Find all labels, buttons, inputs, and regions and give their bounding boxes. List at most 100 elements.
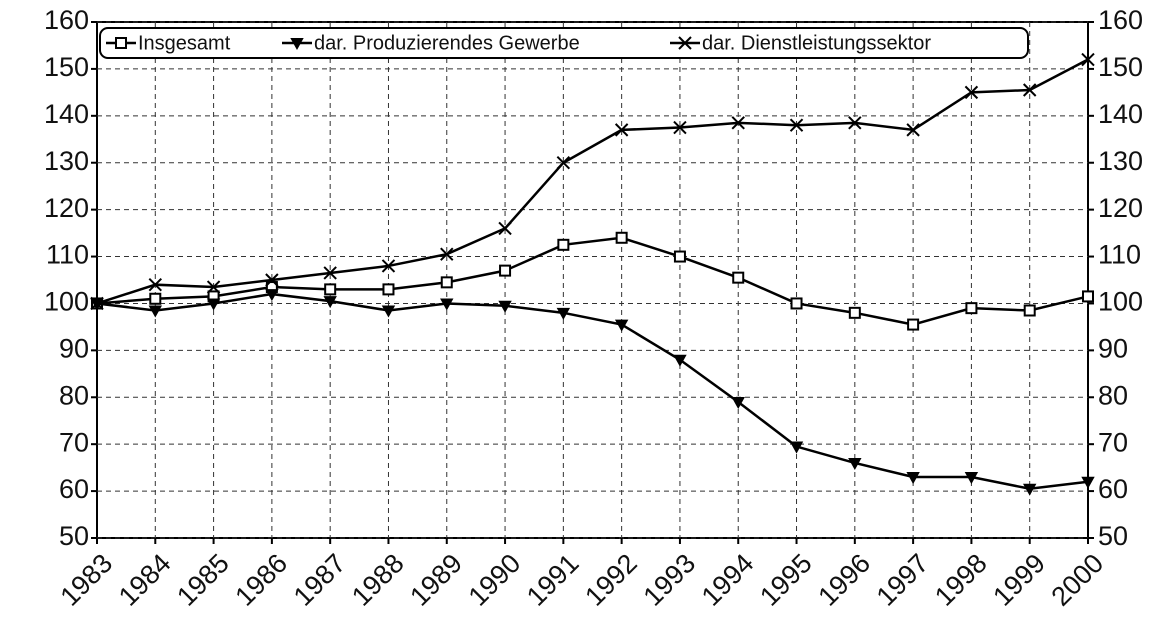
marker [848, 306, 861, 319]
legend-label: Insgesamt [138, 32, 231, 54]
legend-box [99, 27, 1029, 59]
marker [964, 85, 979, 100]
x-tick-label: 1994 [696, 548, 760, 612]
x-tick-label: 1993 [638, 548, 702, 612]
marker [731, 116, 745, 130]
marker [290, 38, 304, 51]
marker [148, 305, 162, 318]
marker [906, 123, 920, 137]
marker [615, 231, 628, 244]
marker [499, 264, 512, 277]
marker [206, 280, 221, 294]
marker [673, 354, 687, 367]
y-tick-label: 160 [44, 5, 89, 35]
x-tick-label: 1997 [871, 548, 935, 612]
marker [965, 302, 978, 315]
x-tick-label: 1983 [55, 548, 119, 612]
x-tick-label: 1985 [171, 548, 235, 612]
legend-label: dar. Dienstleistungssektor [702, 32, 931, 54]
y-tick-label: 100 [44, 287, 89, 317]
marker [115, 37, 127, 49]
y-tick-label: 150 [44, 52, 89, 82]
marker [149, 292, 162, 305]
marker [789, 441, 804, 454]
x-tick-label: 1992 [579, 548, 643, 612]
marker [790, 297, 803, 310]
y2-tick-label: 110 [1098, 240, 1141, 270]
y2-tick-label: 150 [1098, 52, 1143, 82]
marker [498, 221, 512, 236]
x-tick-label: 1995 [754, 548, 818, 612]
y-tick-label: 110 [46, 240, 89, 270]
y-tick-label: 120 [44, 193, 89, 223]
marker [732, 271, 745, 284]
x-tick-label: 1986 [229, 548, 293, 612]
marker [848, 457, 862, 471]
marker [440, 298, 454, 311]
y2-tick-label: 60 [1098, 474, 1128, 504]
marker [1081, 52, 1095, 67]
y-tick-label: 60 [59, 474, 89, 504]
x-tick-label: 1987 [288, 548, 352, 612]
y-tick-label: 80 [59, 380, 89, 410]
x-tick-label: 2000 [1046, 548, 1110, 612]
x-tick-label: 1999 [987, 548, 1051, 612]
x-tick-label: 1988 [346, 548, 410, 612]
marker [381, 305, 396, 318]
marker [265, 273, 279, 287]
marker [1023, 304, 1036, 317]
y-tick-label: 90 [59, 333, 89, 363]
series-line [96, 292, 1089, 491]
y2-tick-label: 120 [1098, 193, 1143, 223]
marker [206, 298, 221, 311]
y-tick-label: 50 [59, 521, 89, 551]
y-tick-label: 140 [44, 99, 89, 129]
marker [265, 289, 279, 302]
y2-tick-label: 100 [1098, 287, 1143, 317]
marker [382, 283, 395, 296]
marker [556, 156, 571, 170]
marker [907, 318, 920, 331]
y2-tick-label: 80 [1098, 380, 1128, 410]
marker [440, 247, 454, 261]
marker [614, 123, 629, 137]
marker [906, 472, 920, 485]
marker [964, 472, 979, 485]
y2-tick-label: 160 [1098, 5, 1143, 35]
y2-tick-label: 90 [1098, 333, 1128, 363]
marker [789, 118, 804, 132]
marker [678, 36, 692, 50]
marker [323, 266, 337, 280]
y2-tick-label: 140 [1098, 99, 1143, 129]
marker [498, 300, 512, 313]
marker [90, 296, 104, 311]
marker [440, 276, 453, 289]
y2-tick-label: 130 [1098, 146, 1143, 176]
y2-tick-label: 50 [1098, 521, 1128, 551]
x-tick-label: 1989 [404, 548, 468, 612]
x-tick-label: 1984 [113, 548, 177, 612]
series-line [96, 236, 1089, 326]
x-tick-label: 1990 [463, 548, 527, 612]
x-tick-label: 1998 [929, 548, 993, 612]
marker [381, 259, 396, 273]
marker [148, 277, 163, 292]
y-tick-label: 70 [59, 427, 89, 457]
marker [557, 238, 570, 251]
marker [1023, 483, 1037, 496]
plot-frame [96, 21, 1089, 539]
marker [614, 319, 629, 332]
marker [323, 296, 337, 309]
marker [1081, 476, 1095, 489]
x-tick-label: 1996 [812, 548, 876, 612]
legend-label: dar. Produzierendes Gewerbe [314, 32, 580, 54]
marker [1082, 290, 1094, 303]
marker [673, 120, 687, 135]
marker [324, 283, 337, 296]
marker [731, 396, 745, 410]
series-line [96, 58, 1089, 305]
x-tick-label: 1991 [521, 548, 585, 612]
y2-tick-label: 70 [1098, 427, 1128, 457]
marker [848, 116, 862, 130]
